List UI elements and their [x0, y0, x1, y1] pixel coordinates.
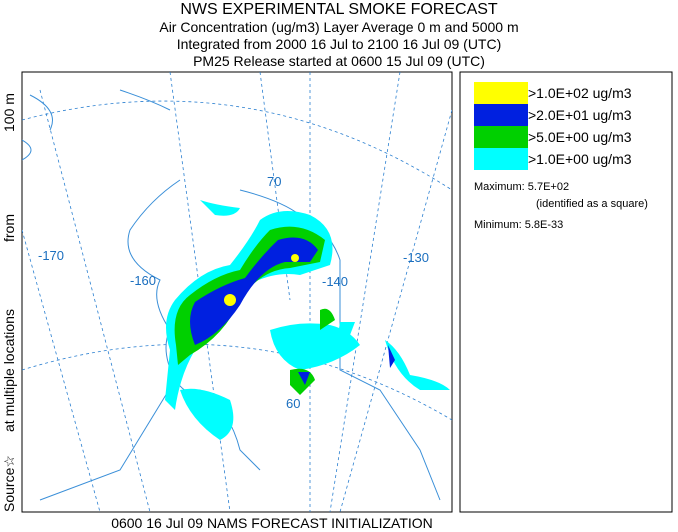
plume	[165, 200, 450, 440]
side-label: Source☆ at multiple locations from 100 m	[1, 93, 17, 512]
graticule	[259, 72, 291, 301]
graticule	[22, 100, 452, 191]
map-label: 60	[286, 396, 300, 411]
map-label: -130	[403, 250, 429, 265]
side-text: Source☆	[1, 455, 17, 512]
minimum: Minimum: 5.8E-33	[474, 219, 563, 231]
graticule	[39, 89, 151, 512]
title: NWS EXPERIMENTAL SMOKE FORECAST	[180, 1, 498, 18]
map-label: 70	[267, 174, 281, 189]
footer: 0600 16 Jul 09 NAMS FORECAST INITIALIZAT…	[111, 515, 433, 531]
legend-swatch	[474, 148, 528, 170]
subtitle: Air Concentration (ug/m3) Layer Average …	[159, 19, 518, 35]
map: 70 -170 -160 -140 -130 60	[21, 71, 453, 513]
legend-label: >1.0E+00 ug/m3	[528, 151, 632, 167]
legend-swatch	[474, 82, 528, 104]
graticule	[22, 343, 452, 421]
maximum-note: (identified as a square)	[536, 198, 648, 210]
subtitle: Integrated from 2000 16 Jul to 2100 16 J…	[177, 36, 502, 52]
graticule	[329, 72, 401, 512]
legend-label: >5.0E+00 ug/m3	[528, 129, 632, 145]
legend-label: >1.0E+02 ug/m3	[528, 85, 632, 101]
side-text: at multiple locations	[1, 309, 17, 432]
map-label: -160	[130, 273, 156, 288]
side-text: 100 m	[1, 93, 17, 132]
legend-swatch	[474, 104, 528, 126]
map-label: -140	[322, 274, 348, 289]
subtitle: PM25 Release started at 0600 15 Jul 09 (…	[193, 53, 485, 69]
legend-swatch	[474, 126, 528, 148]
graticule	[22, 229, 101, 512]
side-text: from	[1, 214, 17, 242]
legend-label: >2.0E+01 ug/m3	[528, 107, 632, 123]
legend: Maximum: 5.7E+02 (identified as a square…	[459, 71, 673, 513]
map-label: -170	[38, 248, 64, 263]
maximum: Maximum: 5.7E+02	[474, 181, 569, 193]
